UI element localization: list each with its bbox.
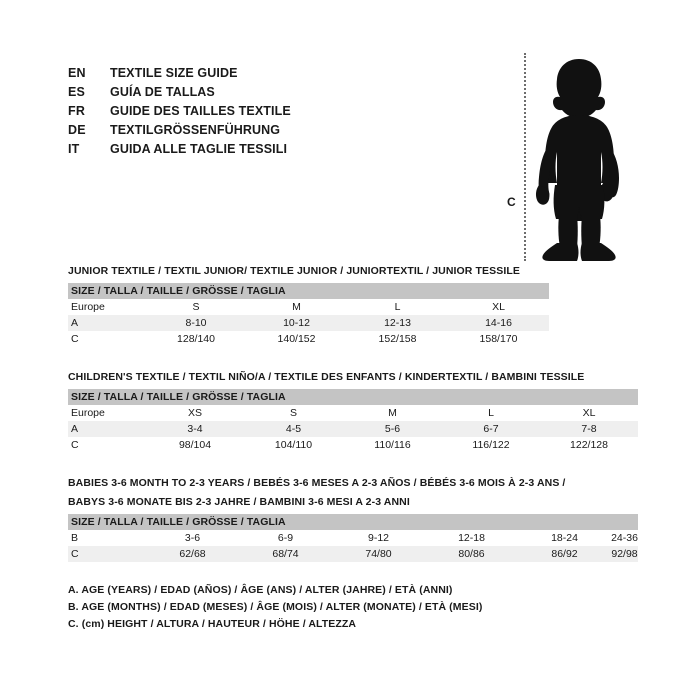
table-cell: 152/158: [347, 331, 448, 347]
table-row: A 8-10 10-12 12-13 14-16: [68, 315, 549, 331]
table-cell: XL: [448, 299, 549, 315]
language-row-de: DE TEXTILGRÖSSENFÜHRUNG: [68, 120, 291, 139]
language-code-de: DE: [68, 122, 86, 137]
row-label: B: [68, 530, 146, 546]
height-measure-figure: C: [495, 35, 645, 270]
size-band-label: SIZE / TALLA / TAILLE / GRÖSSE / TAGLIA: [68, 514, 638, 530]
table-cell: 9-12: [332, 530, 425, 546]
child-silhouette-icon: [535, 59, 619, 261]
table-cell: 6-9: [239, 530, 332, 546]
section-title-junior: JUNIOR TEXTILE / TEXTIL JUNIOR/ TEXTILE …: [68, 265, 520, 277]
table-cell: 92/98: [611, 546, 638, 562]
table-cell: 74/80: [332, 546, 425, 562]
table-row: C 62/68 68/74 74/80 80/86 86/92 92/98: [68, 546, 638, 562]
table-band-row: SIZE / TALLA / TAILLE / GRÖSSE / TAGLIA: [68, 514, 638, 530]
table-cell: 18-24: [518, 530, 611, 546]
language-title-fr: GUIDE DES TAILLES TEXTILE: [110, 103, 291, 118]
legend-line-a: A. AGE (YEARS) / EDAD (AÑOS) / ÂGE (ANS)…: [68, 584, 453, 596]
row-label: Europe: [68, 299, 146, 315]
language-title-block: EN TEXTILE SIZE GUIDE ES GUÍA DE TALLAS …: [68, 63, 291, 158]
table-cell: M: [343, 405, 442, 421]
row-label: C: [68, 546, 146, 562]
table-cell: 7-8: [540, 421, 638, 437]
section-title-babies-line2: BABYS 3-6 MONATE BIS 2-3 JAHRE / BAMBINI…: [68, 496, 410, 508]
language-title-es: GUÍA DE TALLAS: [110, 84, 215, 99]
table-cell: M: [246, 299, 347, 315]
language-title-de: TEXTILGRÖSSENFÜHRUNG: [110, 122, 281, 137]
table-cell: 98/104: [146, 437, 244, 453]
table-row: C 98/104 104/110 110/116 116/122 122/128: [68, 437, 638, 453]
table-babies: SIZE / TALLA / TAILLE / GRÖSSE / TAGLIA …: [68, 514, 638, 562]
table-cell: 140/152: [246, 331, 347, 347]
table-cell: 3-4: [146, 421, 244, 437]
section-babies: BABIES 3-6 MONTH TO 2-3 YEARS / BEBÉS 3-…: [68, 476, 638, 562]
table-cell: 80/86: [425, 546, 518, 562]
table-cell: 24-36: [611, 530, 638, 546]
measure-label-c: C: [507, 195, 516, 209]
language-row-es: ES GUÍA DE TALLAS: [68, 82, 291, 101]
language-title-en: TEXTILE SIZE GUIDE: [110, 65, 238, 80]
table-cell: S: [146, 299, 246, 315]
language-row-en: EN TEXTILE SIZE GUIDE: [68, 63, 291, 82]
table-cell: 6-7: [442, 421, 540, 437]
table-cell: 8-10: [146, 315, 246, 331]
table-cell: 110/116: [343, 437, 442, 453]
table-row: Europe XS S M L XL: [68, 405, 638, 421]
row-label: A: [68, 315, 146, 331]
table-cell: 122/128: [540, 437, 638, 453]
language-code-fr: FR: [68, 103, 86, 118]
table-cell: 4-5: [244, 421, 343, 437]
table-cell: 86/92: [518, 546, 611, 562]
section-junior: JUNIOR TEXTILE / TEXTIL JUNIOR/ TEXTILE …: [68, 264, 549, 347]
table-cell: 104/110: [244, 437, 343, 453]
table-cell: 128/140: [146, 331, 246, 347]
table-row: Europe S M L XL: [68, 299, 549, 315]
section-children: CHILDREN'S TEXTILE / TEXTIL NIÑO/A / TEX…: [68, 370, 638, 453]
table-cell: 5-6: [343, 421, 442, 437]
table-cell: L: [442, 405, 540, 421]
table-row: C 128/140 140/152 152/158 158/170: [68, 331, 549, 347]
section-title-babies-line1: BABIES 3-6 MONTH TO 2-3 YEARS / BEBÉS 3-…: [68, 477, 566, 489]
table-cell: 158/170: [448, 331, 549, 347]
language-code-es: ES: [68, 84, 86, 99]
table-cell: S: [244, 405, 343, 421]
table-row: A 3-4 4-5 5-6 6-7 7-8: [68, 421, 638, 437]
table-band-row: SIZE / TALLA / TAILLE / GRÖSSE / TAGLIA: [68, 283, 549, 299]
section-title-children: CHILDREN'S TEXTILE / TEXTIL NIÑO/A / TEX…: [68, 371, 585, 383]
table-cell: 14-16: [448, 315, 549, 331]
row-label: C: [68, 331, 146, 347]
size-band-label: SIZE / TALLA / TAILLE / GRÖSSE / TAGLIA: [68, 283, 549, 299]
legend-block: A. AGE (YEARS) / EDAD (AÑOS) / ÂGE (ANS)…: [68, 582, 482, 633]
language-title-it: GUIDA ALLE TAGLIE TESSILI: [110, 141, 288, 156]
table-cell: 62/68: [146, 546, 239, 562]
legend-line-b: B. AGE (MONTHS) / EDAD (MESES) / ÂGE (MO…: [68, 601, 483, 613]
table-cell: XL: [540, 405, 638, 421]
dotted-height-line-icon: [524, 53, 526, 261]
row-label: C: [68, 437, 146, 453]
size-band-label: SIZE / TALLA / TAILLE / GRÖSSE / TAGLIA: [68, 389, 638, 405]
language-row-fr: FR GUIDE DES TAILLES TEXTILE: [68, 101, 291, 120]
language-row-it: IT GUIDA ALLE TAGLIE TESSILI: [68, 139, 291, 158]
table-row: B 3-6 6-9 9-12 12-18 18-24 24-36: [68, 530, 638, 546]
table-cell: 116/122: [442, 437, 540, 453]
legend-line-c: C. (cm) HEIGHT / ALTURA / HAUTEUR / HÖHE…: [68, 618, 357, 630]
language-code-it: IT: [68, 141, 80, 156]
row-label: Europe: [68, 405, 146, 421]
table-cell: 12-18: [425, 530, 518, 546]
table-band-row: SIZE / TALLA / TAILLE / GRÖSSE / TAGLIA: [68, 389, 638, 405]
table-children: SIZE / TALLA / TAILLE / GRÖSSE / TAGLIA …: [68, 389, 638, 453]
row-label: A: [68, 421, 146, 437]
table-cell: L: [347, 299, 448, 315]
language-code-en: EN: [68, 65, 86, 80]
table-cell: 12-13: [347, 315, 448, 331]
table-cell: 3-6: [146, 530, 239, 546]
table-cell: XS: [146, 405, 244, 421]
table-cell: 10-12: [246, 315, 347, 331]
table-junior: SIZE / TALLA / TAILLE / GRÖSSE / TAGLIA …: [68, 283, 549, 347]
table-cell: 68/74: [239, 546, 332, 562]
